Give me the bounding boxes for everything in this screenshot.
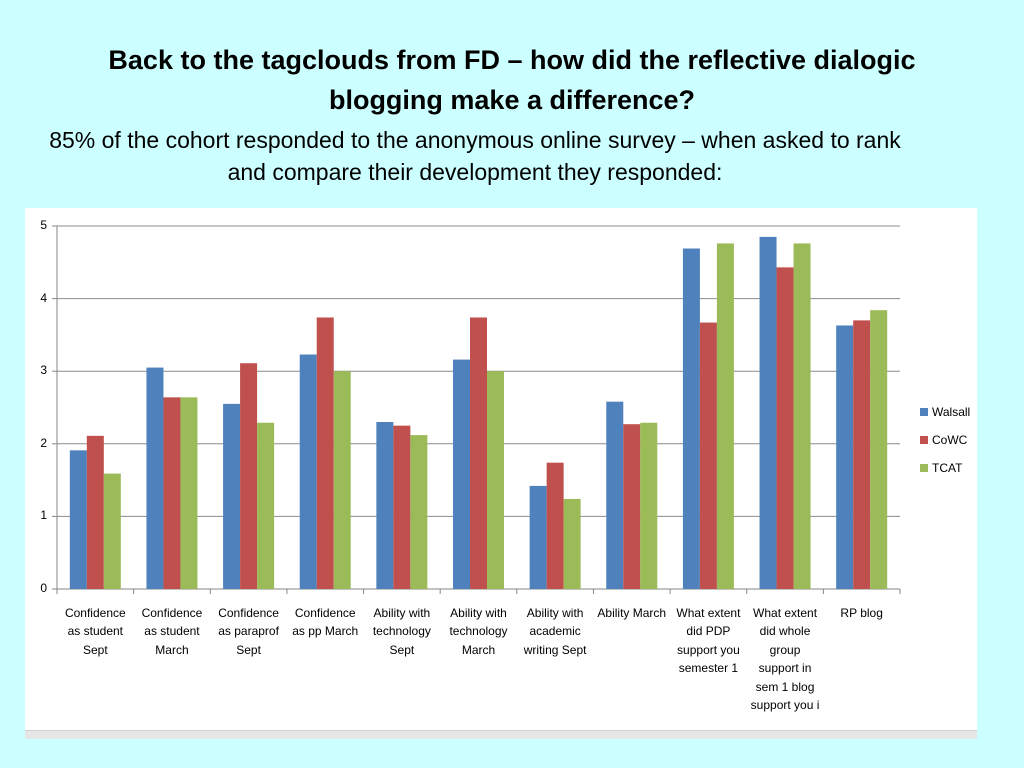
bar-cowc-9 xyxy=(699,322,717,589)
category-label: Confidence as pp March xyxy=(292,606,359,639)
bar-tcat-5 xyxy=(410,435,428,589)
chart-legend: Walsall CoWC TCAT xyxy=(920,398,980,482)
category-label: Ability with technology March xyxy=(449,606,508,657)
bar-walsall-7 xyxy=(529,485,547,589)
legend-item-tcat: TCAT xyxy=(920,454,980,482)
legend-swatch-walsall xyxy=(920,408,928,416)
legend-label-tcat: TCAT xyxy=(932,461,963,475)
bar-tcat-2 xyxy=(180,397,198,589)
bar-walsall-9 xyxy=(682,248,700,590)
y-tick-label: 2 xyxy=(40,435,47,450)
bar-walsall-3 xyxy=(223,403,241,589)
bar-walsall-1 xyxy=(69,450,87,589)
bar-tcat-11 xyxy=(870,310,888,589)
bar-tcat-10 xyxy=(793,243,811,589)
slide-subtitle: 85% of the cohort responded to the anony… xyxy=(49,127,901,185)
category-label: Confidence as paraprof Sept xyxy=(218,606,279,657)
category-label: Confidence as student Sept xyxy=(64,606,126,657)
bar-chart xyxy=(52,225,901,594)
legend-item-walsall: Walsall xyxy=(920,398,980,426)
category-label: What extent did whole group support in sem 1… xyxy=(750,606,820,713)
bar-walsall-8 xyxy=(606,401,624,589)
legend-label-cowc: CoWC xyxy=(932,433,968,447)
y-tick-label: 0 xyxy=(40,581,47,595)
bar-tcat-1 xyxy=(103,473,121,589)
category-label: RP blog xyxy=(840,606,883,620)
bar-tcat-4 xyxy=(333,371,351,589)
y-tick-label: 5 xyxy=(40,218,47,232)
bar-cowc-7 xyxy=(546,462,564,589)
legend-swatch-cowc xyxy=(920,436,928,444)
bar-tcat-9 xyxy=(716,243,734,589)
bar-cowc-6 xyxy=(470,317,487,589)
y-tick-label: 3 xyxy=(40,363,47,378)
category-label: Ability March xyxy=(597,606,667,620)
bar-tcat-7 xyxy=(563,498,581,589)
category-label: Confidence as student March xyxy=(141,606,203,657)
bar-cowc-2 xyxy=(163,397,181,589)
chart-panel-footer xyxy=(25,730,977,739)
bar-walsall-11 xyxy=(836,325,854,589)
bar-walsall-5 xyxy=(376,422,394,589)
bar-tcat-6 xyxy=(487,371,504,589)
bar-walsall-6 xyxy=(453,359,470,589)
bar-cowc-5 xyxy=(393,425,411,589)
bar-cowc-11 xyxy=(853,320,871,589)
bar-walsall-2 xyxy=(146,367,164,589)
y-tick-label: 1 xyxy=(40,508,47,523)
bar-walsall-4 xyxy=(299,354,317,589)
bar-cowc-10 xyxy=(776,267,794,589)
legend-label-walsall: Walsall xyxy=(932,405,971,419)
bar-cowc-3 xyxy=(240,363,258,589)
bar-cowc-1 xyxy=(86,435,104,589)
bar-walsall-10 xyxy=(759,236,777,589)
y-tick-label: 4 xyxy=(40,290,47,305)
category-label: Ability with technology Sept xyxy=(372,606,431,657)
slide-title: Back to the tagclouds from FD – how did … xyxy=(108,45,916,115)
chart-panel xyxy=(25,208,977,738)
bar-cowc-4 xyxy=(316,317,334,589)
category-label: Ability with academic writing Sept xyxy=(523,606,587,657)
legend-item-cowc: CoWC xyxy=(920,426,980,454)
legend-swatch-tcat xyxy=(920,464,928,472)
bar-cowc-8 xyxy=(623,424,641,589)
bar-tcat-8 xyxy=(640,422,658,589)
bar-tcat-3 xyxy=(257,422,275,589)
category-label: What extent did PDP support you semester 1 xyxy=(676,606,741,676)
